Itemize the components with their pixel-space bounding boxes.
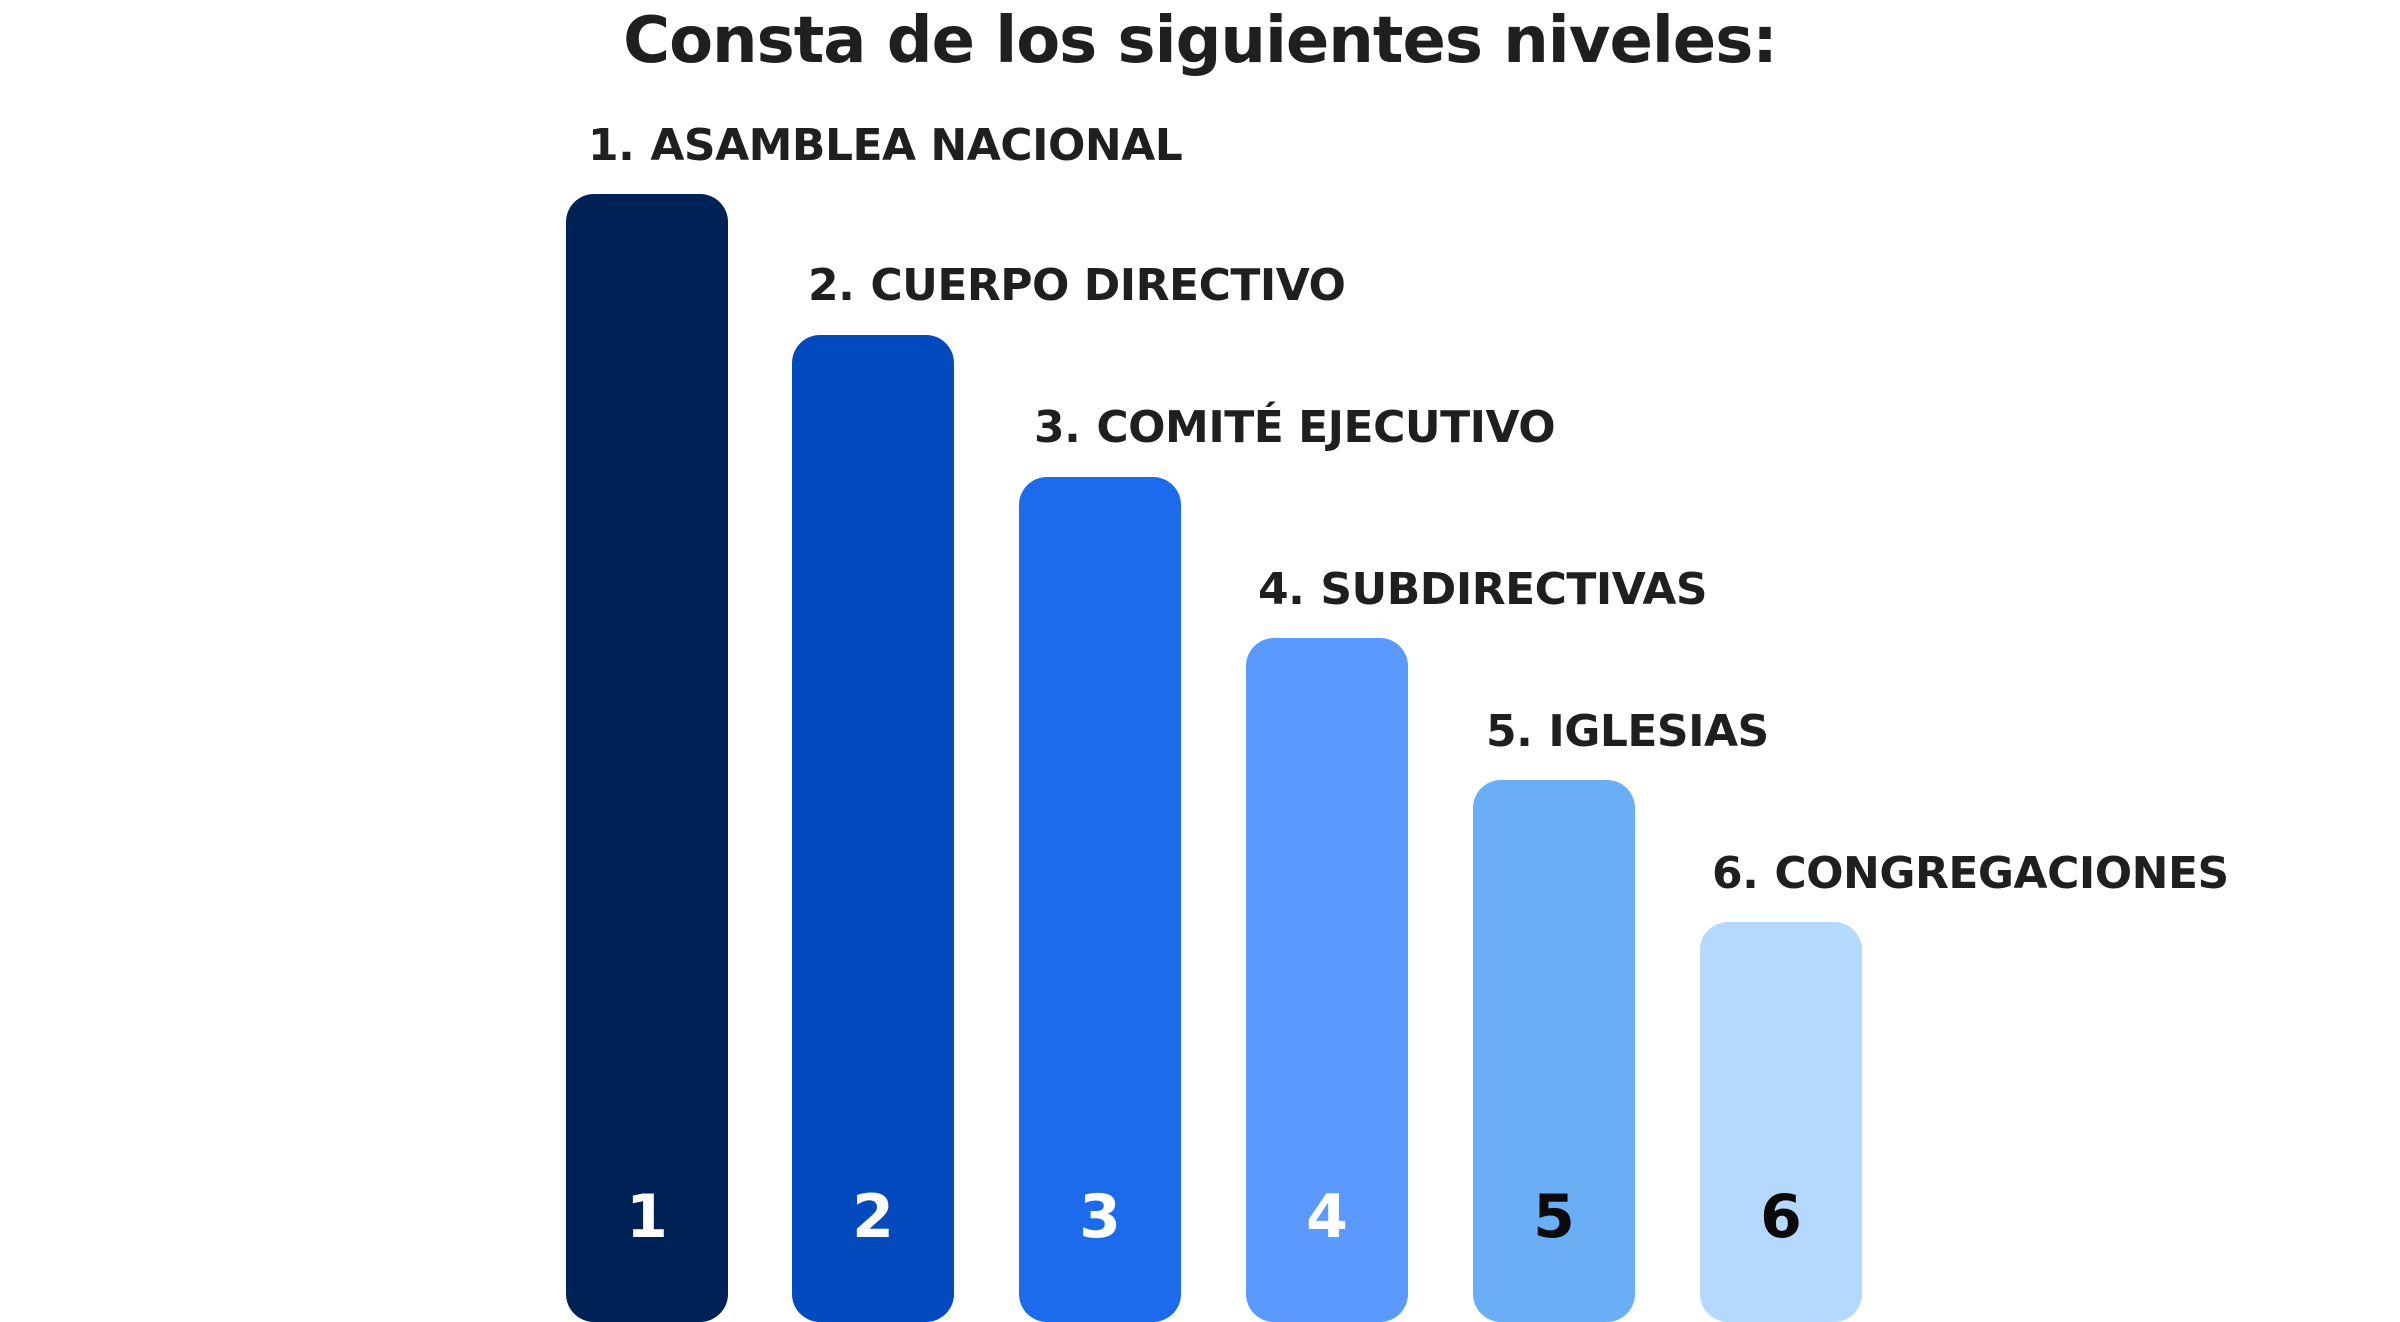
bar-number: 1: [626, 1182, 668, 1252]
level-bar-6: 6: [1700, 922, 1862, 1322]
level-number-label: 4.: [1258, 564, 1305, 615]
level-name: COMITÉ EJECUTIVO: [1096, 402, 1556, 453]
level-bar-4: 4: [1246, 638, 1408, 1322]
level-name: ASAMBLEA NACIONAL: [650, 120, 1183, 171]
level-label-5: 5. IGLESIAS: [1486, 706, 1769, 757]
bar-number: 4: [1306, 1182, 1348, 1252]
bar-number: 3: [1079, 1182, 1121, 1252]
level-number-label: 6.: [1712, 848, 1759, 899]
level-number-label: 3.: [1034, 402, 1081, 453]
level-label-1: 1. ASAMBLEA NACIONAL: [588, 120, 1183, 171]
level-number-label: 2.: [808, 260, 855, 311]
level-label-4: 4. SUBDIRECTIVAS: [1258, 564, 1708, 615]
level-name: SUBDIRECTIVAS: [1320, 564, 1708, 615]
bar-number: 6: [1760, 1182, 1802, 1252]
level-bar-1: 1: [566, 194, 728, 1322]
level-label-6: 6. CONGREGACIONES: [1712, 848, 2229, 899]
level-name: CUERPO DIRECTIVO: [870, 260, 1346, 311]
level-number-label: 1.: [588, 120, 635, 171]
level-label-3: 3. COMITÉ EJECUTIVO: [1034, 402, 1556, 453]
level-label-2: 2. CUERPO DIRECTIVO: [808, 260, 1346, 311]
bar-number: 2: [852, 1182, 894, 1252]
level-bar-3: 3: [1019, 477, 1181, 1322]
level-number-label: 5.: [1486, 706, 1533, 757]
level-bar-5: 5: [1473, 780, 1635, 1322]
level-name: CONGREGACIONES: [1774, 848, 2229, 899]
bar-number: 5: [1533, 1182, 1575, 1252]
level-bar-2: 2: [792, 335, 954, 1322]
page-title: Consta de los siguientes niveles:: [623, 4, 1778, 78]
level-name: IGLESIAS: [1548, 706, 1769, 757]
